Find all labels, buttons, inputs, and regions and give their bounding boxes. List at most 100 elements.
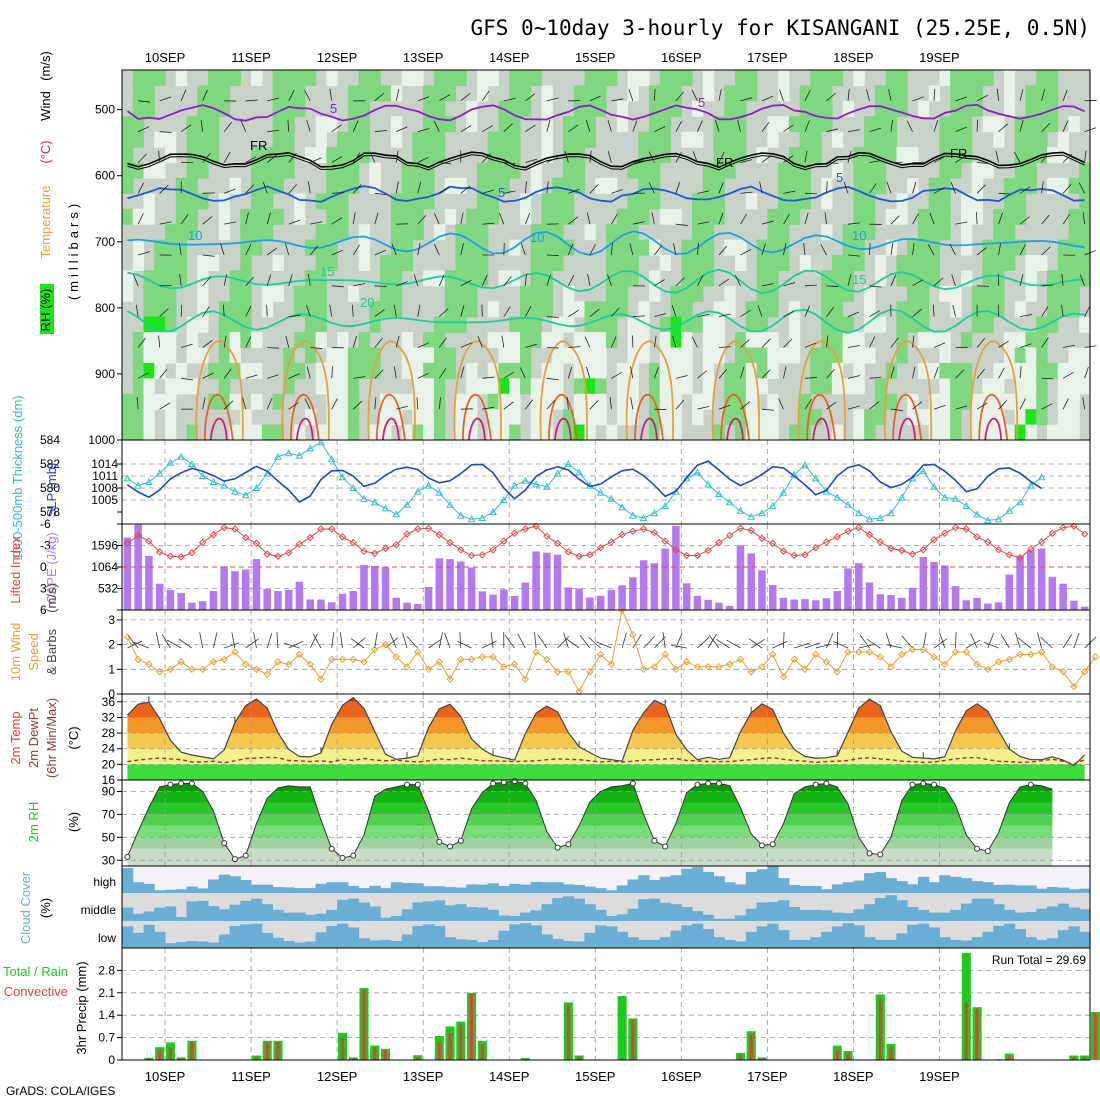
cloud-bar: [702, 929, 715, 948]
wind-barb: [568, 275, 575, 287]
wind-barb: [783, 124, 794, 132]
wind-barb: [589, 150, 592, 163]
rh-cell: [401, 239, 413, 256]
cloud-bar: [724, 882, 736, 893]
rh-cell: [595, 70, 607, 87]
wind-barb: [783, 243, 787, 256]
rh-cell: [423, 85, 435, 102]
rh-cell: [1003, 255, 1016, 272]
cloud-bar: [799, 939, 811, 948]
wind-barb: [159, 131, 172, 133]
rh-cell: [358, 131, 370, 148]
cloud-bar: [864, 937, 876, 948]
wind-barb-10m: [670, 644, 687, 649]
rh-cell: [745, 424, 758, 441]
rh-cell: [1003, 347, 1016, 364]
wind-barb: [568, 346, 581, 348]
rh-cell: [1014, 332, 1027, 349]
cloud-bar: [939, 912, 951, 921]
wind-speed-marker: [725, 660, 734, 669]
rh-cell: [197, 285, 209, 302]
wind-barb: [804, 342, 817, 348]
rh-cell: [347, 347, 360, 364]
rh-cell: [154, 131, 166, 148]
rh-cell: [175, 239, 188, 256]
rh-cell: [831, 347, 844, 364]
rh-marker: [522, 780, 529, 787]
rh-cell: [681, 347, 693, 364]
rh-cell: [724, 378, 736, 395]
rh-cell: [251, 424, 263, 441]
lifted-index-marker: [209, 531, 218, 539]
thickness-marker: [940, 493, 949, 501]
rh-cell: [509, 100, 521, 117]
rh-cell: [659, 85, 672, 102]
lifted-index-marker: [241, 533, 250, 542]
wind-barb: [460, 125, 472, 133]
rh-cell: [756, 362, 768, 379]
wind-barb: [433, 120, 440, 132]
rh-cell: [767, 362, 779, 379]
rh-cell: [713, 147, 725, 164]
rh-cell: [1036, 409, 1048, 426]
rh-cell: [1014, 424, 1027, 441]
rh-cell: [562, 285, 575, 302]
rh-cell: [788, 424, 801, 441]
wind-barb: [675, 399, 685, 410]
wind-barb: [285, 243, 290, 256]
cape-bar: [984, 603, 992, 610]
thickness-marker: [887, 509, 895, 517]
rh-cell: [229, 393, 241, 410]
rh-cell: [412, 70, 424, 87]
rh-cell: [509, 85, 521, 102]
wind-barb: [1062, 398, 1069, 410]
wind-speed-marker: [188, 665, 196, 674]
wind-barb: [352, 152, 361, 163]
rh-cell: [917, 239, 930, 256]
wind-barb: [546, 347, 559, 349]
rh-cell: [692, 193, 704, 210]
rh-cell: [132, 424, 145, 441]
wind-speed-marker: [446, 675, 454, 683]
wind-barb: [976, 337, 986, 348]
cape-bar: [898, 597, 906, 610]
cloud-bar: [186, 886, 198, 893]
rh-cell: [455, 255, 467, 272]
cloud-bar: [455, 904, 467, 921]
rh-cell: [186, 378, 198, 395]
rh-cell: [476, 378, 489, 395]
wind-speed-marker: [833, 668, 841, 676]
rh-cell: [240, 362, 252, 379]
wind-speed-marker: [134, 655, 142, 664]
wind-barb-10m: [1015, 632, 1021, 649]
cloud-bar: [670, 875, 682, 893]
cloud-bar: [713, 937, 725, 948]
rh-cell: [831, 332, 844, 349]
rh-cell: [541, 285, 553, 302]
wind-barb: [697, 313, 710, 318]
rh-cell: [659, 424, 672, 441]
cloud-bar: [810, 909, 822, 921]
thickness-marker: [306, 444, 315, 452]
wind-barb: [288, 219, 301, 225]
rh-cell: [476, 255, 489, 272]
rh-cell: [971, 316, 984, 333]
cloud-middle-label: middle: [81, 903, 117, 917]
rh-cell: [197, 85, 209, 102]
rh-cell: [756, 301, 768, 318]
cloud-bar: [649, 898, 661, 921]
rh-cell: [1025, 255, 1037, 272]
rh-cell: [509, 378, 521, 395]
cloud-bar: [960, 903, 973, 921]
rh-cell: [745, 347, 758, 364]
rh-cell: [347, 116, 360, 133]
rh-cell: [928, 255, 941, 272]
wind-barb: [998, 367, 1005, 379]
cloud-bar: [347, 885, 360, 893]
rh-cell: [713, 193, 725, 210]
rh-band: [127, 781, 1053, 792]
rh-cell: [713, 347, 725, 364]
wind-speed-marker: [553, 668, 562, 676]
rh-cell: [1046, 147, 1059, 164]
precip-convective-bar: [1072, 1056, 1076, 1060]
